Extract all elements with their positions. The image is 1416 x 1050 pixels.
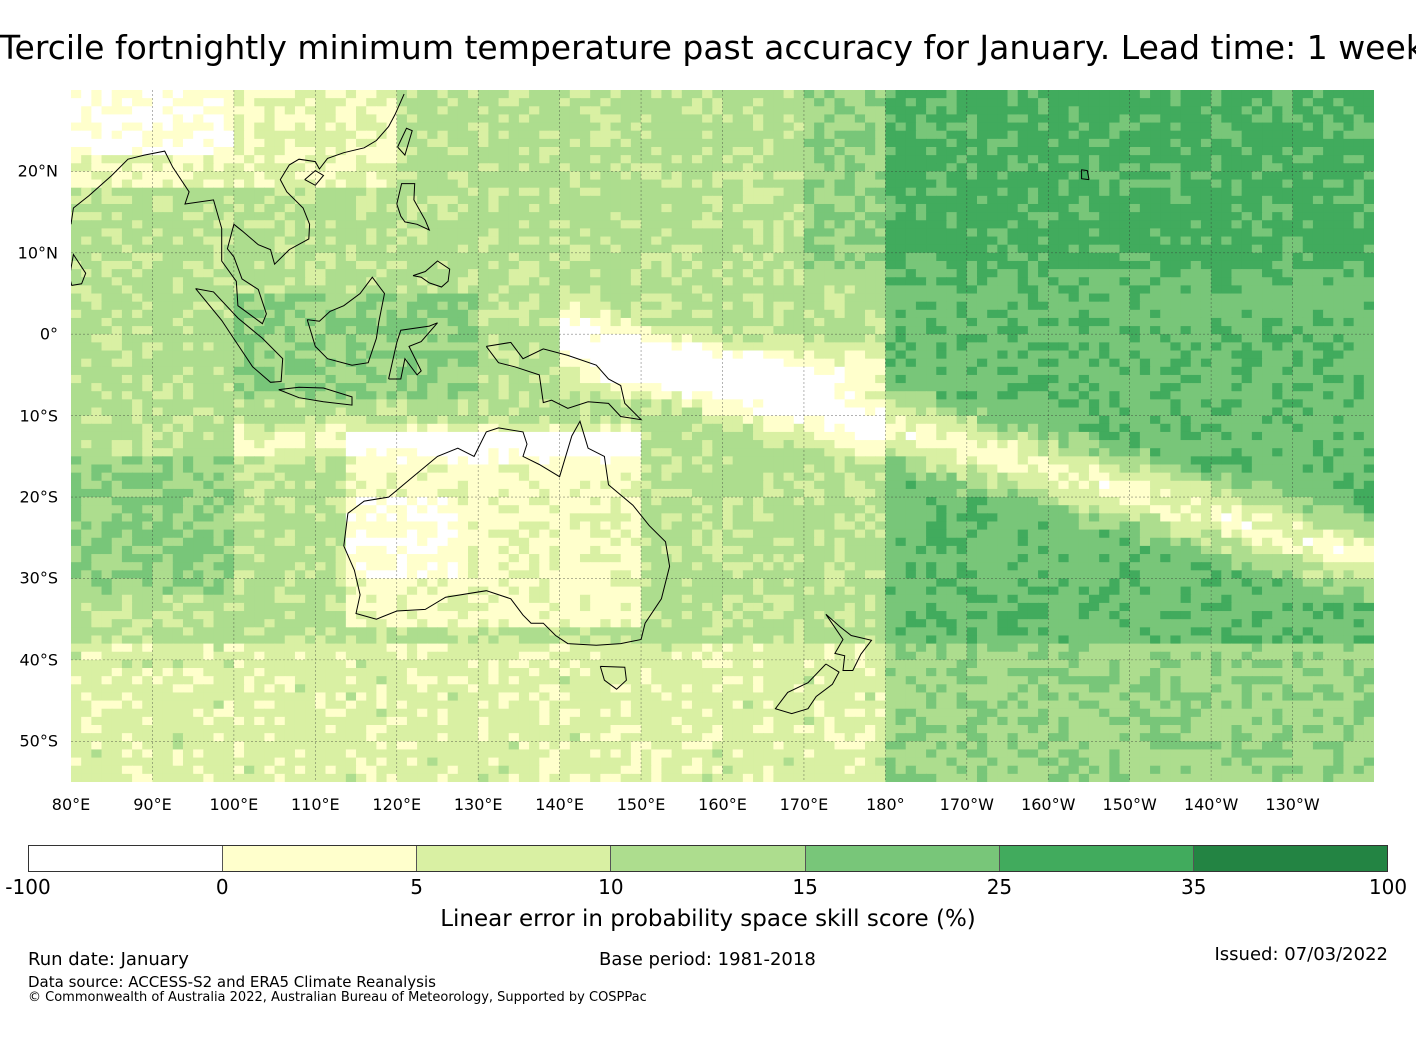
lon-label: 110°E [290, 795, 340, 814]
lat-label: 40°S [19, 650, 58, 670]
coastline-tasmania [599, 665, 627, 690]
colorbar-segment [29, 846, 224, 871]
lat-label: 30°S [19, 568, 58, 588]
lat-label: 0° [39, 324, 58, 344]
lon-label: 130°E [453, 795, 503, 814]
colorbar-segment [611, 846, 806, 871]
coastline-new-guinea [485, 341, 643, 421]
coastline-java [278, 386, 353, 406]
coastline-nz-south [774, 663, 840, 715]
skill-map [71, 90, 1374, 782]
lon-label: 170°E [779, 795, 829, 814]
graticule [71, 90, 1374, 782]
coastline-borneo [306, 276, 386, 366]
lon-label: 150°E [616, 795, 666, 814]
coastline-sumatra [195, 288, 284, 383]
lon-label: 150°W [1102, 795, 1157, 814]
lat-label: 10°N [17, 243, 58, 263]
lon-label: 180° [866, 795, 905, 814]
lon-label: 130°W [1265, 795, 1320, 814]
coastlines [71, 93, 1090, 715]
coastline-mindanao [412, 260, 451, 288]
coastline-hainan [304, 169, 325, 186]
colorbar-segment [805, 846, 1000, 871]
data-source: Data source: ACCESS-S2 and ERA5 Climate … [28, 973, 436, 991]
colorbar-tick-label: 25 [986, 875, 1013, 899]
colorbar-tick-label: 0 [215, 875, 229, 899]
colorbar-tick-label: 35 [1180, 875, 1207, 899]
lon-label: 80°E [51, 795, 91, 814]
colorbar-segment [417, 846, 612, 871]
coastline-taiwan [397, 127, 413, 157]
lat-label: 10°S [19, 406, 58, 426]
colorbar-tick-label: 5 [410, 875, 423, 899]
colorbar-tick-label: 100 [1368, 875, 1408, 899]
coastline-nz-north [825, 613, 873, 671]
colorbar-segment [1193, 846, 1387, 871]
coastline-sri-lanka [71, 253, 87, 286]
colorbar-segment [223, 846, 418, 871]
lon-label: 160°W [1021, 795, 1076, 814]
lon-label: 90°E [133, 795, 172, 814]
colorbar [28, 845, 1388, 872]
colorbar-tick-label: 10 [598, 875, 624, 899]
issued-date: Issued: 07/03/2022 [1214, 944, 1388, 965]
lon-label: 170°W [939, 795, 994, 814]
coastline-hawaii [1081, 169, 1090, 181]
run-date: Run date: January [28, 949, 189, 970]
coastline-luzon [396, 183, 431, 231]
lon-label: 100°E [209, 795, 259, 814]
lon-label: 140°E [535, 795, 584, 814]
colorbar-segment [999, 846, 1194, 871]
coastline-sulawesi [388, 322, 438, 380]
map-title: Tercile fortnightly minimum temperature … [0, 28, 1416, 67]
lat-label: 20°S [19, 487, 58, 507]
colorbar-label: Linear error in probability space skill … [440, 906, 976, 932]
lon-label: 140°W [1183, 795, 1239, 814]
lat-label: 20°N [17, 161, 58, 181]
base-period: Base period: 1981-2018 [599, 949, 816, 970]
coastline-mainland-asia [71, 93, 405, 325]
lat-label: 50°S [19, 731, 58, 751]
colorbar-tick-label: -100 [5, 875, 51, 899]
lon-label: 120°E [372, 795, 422, 814]
colorbar-tick-label: 15 [792, 875, 818, 899]
coastline-australia [343, 420, 671, 646]
lon-label: 160°E [698, 795, 747, 814]
copyright: © Commonwealth of Australia 2022, Austra… [28, 990, 647, 1005]
skill-grid [71, 90, 1374, 782]
